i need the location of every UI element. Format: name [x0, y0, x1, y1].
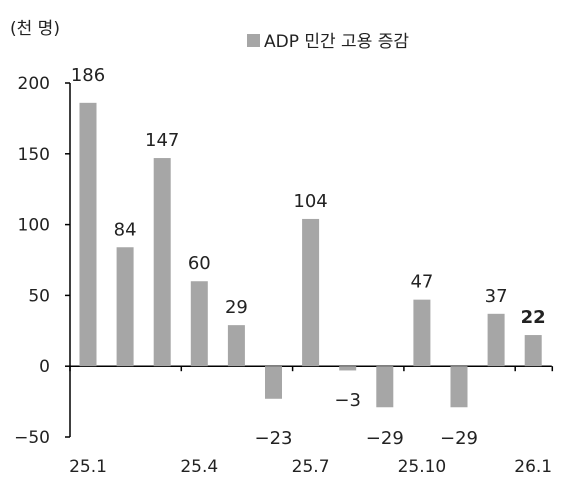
- data-label: 147: [145, 130, 179, 151]
- bar: [79, 102, 97, 367]
- data-label: −29: [440, 428, 478, 449]
- bar: [413, 299, 431, 367]
- legend: ADP 민간 고용 증감: [247, 32, 409, 52]
- bar: [376, 366, 394, 408]
- y-tick-label: 100: [18, 216, 50, 236]
- data-label: 22: [521, 307, 546, 328]
- y-axis: 200 150 100 50 0 −50: [14, 74, 71, 448]
- unit-label: (천 명): [10, 19, 60, 39]
- bar: [227, 325, 245, 367]
- data-label: 47: [410, 272, 433, 293]
- legend-swatch: [247, 34, 260, 47]
- data-label: 60: [188, 253, 211, 274]
- bar: [302, 218, 320, 367]
- x-tick-label: 25.1: [69, 457, 107, 477]
- data-label: 104: [293, 191, 327, 212]
- y-tick-label: 150: [18, 145, 50, 165]
- x-tick-label: 25.4: [180, 457, 218, 477]
- bar: [524, 335, 542, 367]
- bar: [153, 158, 171, 367]
- y-tick-label: −50: [14, 428, 50, 448]
- x-tick-label: 26.1: [514, 457, 552, 477]
- bar: [487, 313, 505, 367]
- data-label: −23: [255, 428, 293, 449]
- y-tick-label: 50: [28, 286, 50, 306]
- x-tick-label: 25.10: [398, 457, 447, 477]
- bar: [116, 247, 134, 367]
- bar: [190, 281, 208, 367]
- x-axis: 25.1 25.4 25.7 25.10 26.1: [69, 365, 554, 477]
- data-label: 37: [485, 286, 508, 307]
- y-tick-label: 0: [39, 357, 50, 377]
- bar: [265, 366, 282, 399]
- bars: [79, 102, 542, 408]
- legend-label: ADP 민간 고용 증감: [264, 32, 409, 52]
- data-label: −29: [366, 428, 404, 449]
- data-label: −3: [334, 390, 361, 411]
- y-tick-label: 200: [18, 74, 50, 94]
- data-label: 186: [71, 65, 105, 86]
- bar: [450, 366, 468, 408]
- bar: [339, 366, 357, 371]
- data-label: 84: [114, 219, 137, 240]
- data-label: 29: [225, 297, 248, 318]
- x-tick-label: 25.7: [292, 457, 330, 477]
